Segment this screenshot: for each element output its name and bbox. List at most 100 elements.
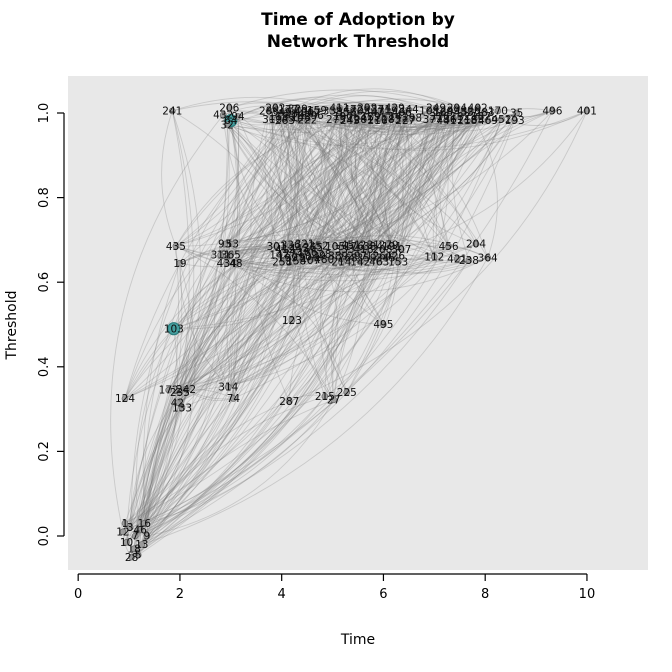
- edge: [226, 246, 322, 264]
- edge: [141, 244, 291, 545]
- edge: [291, 117, 435, 257]
- edge: [220, 107, 340, 256]
- node: [429, 116, 437, 123]
- node: [549, 107, 556, 115]
- node: [484, 117, 492, 124]
- edge: [179, 120, 378, 393]
- edge: [324, 261, 399, 397]
- edge: [310, 105, 440, 117]
- edge: [129, 120, 351, 528]
- edge: [372, 109, 413, 247]
- edge: [356, 117, 375, 250]
- edge: [346, 110, 430, 393]
- node: [397, 245, 405, 253]
- node: [460, 108, 468, 116]
- edge: [287, 109, 322, 255]
- edge: [181, 110, 451, 409]
- edge: [124, 119, 502, 399]
- node: [232, 259, 240, 267]
- edge: [146, 255, 377, 537]
- node: [432, 104, 440, 112]
- edge: [337, 109, 382, 257]
- edge: [397, 111, 485, 263]
- edge: [223, 110, 389, 133]
- edge: [312, 109, 410, 248]
- edge: [124, 120, 406, 399]
- node: [334, 252, 342, 260]
- edge: [134, 261, 342, 537]
- edge: [134, 120, 239, 537]
- node-label: 118: [269, 111, 289, 123]
- edge: [271, 119, 308, 257]
- edge: [141, 107, 396, 545]
- node: [288, 316, 296, 324]
- edge: [279, 107, 341, 256]
- edge: [237, 101, 440, 117]
- edge: [222, 114, 367, 258]
- node-label: 252: [374, 113, 394, 125]
- edge: [382, 110, 553, 250]
- edge: [226, 110, 389, 264]
- edge: [175, 119, 365, 247]
- node: [443, 117, 450, 124]
- edge: [345, 112, 390, 246]
- edge: [143, 116, 399, 524]
- edge: [287, 248, 345, 262]
- node-label: 364: [478, 252, 498, 264]
- edge: [350, 244, 384, 325]
- node: [370, 108, 378, 116]
- edge: [179, 120, 468, 264]
- edge: [179, 239, 348, 264]
- edge: [312, 110, 326, 248]
- edge: [227, 124, 364, 250]
- edge: [126, 108, 299, 543]
- edge: [179, 120, 351, 393]
- node-label: 402: [468, 103, 488, 115]
- node-label: 333: [335, 244, 355, 256]
- edge: [268, 110, 384, 325]
- edge: [366, 116, 393, 247]
- node-label: 3: [127, 522, 134, 534]
- node-label: 215: [315, 391, 335, 403]
- edge: [288, 118, 314, 248]
- node: [379, 245, 386, 253]
- edge: [300, 117, 374, 247]
- edge: [291, 119, 475, 321]
- edge: [293, 119, 392, 254]
- edge: [146, 116, 344, 537]
- node-label: 170: [488, 106, 508, 118]
- edge: [185, 119, 308, 390]
- edge: [131, 112, 403, 558]
- edge: [232, 112, 311, 399]
- plot-panel: [68, 76, 648, 570]
- node-label: 283: [475, 107, 495, 119]
- node: [484, 254, 492, 262]
- node-label: 434: [217, 258, 237, 270]
- edge: [294, 113, 346, 250]
- node: [300, 108, 308, 115]
- node: [425, 107, 433, 115]
- edge: [179, 119, 365, 393]
- node: [234, 113, 242, 120]
- edge: [353, 245, 402, 253]
- edge: [223, 114, 477, 245]
- edge: [312, 110, 451, 248]
- node-label: 367: [301, 108, 321, 120]
- edge: [141, 116, 441, 545]
- edge: [143, 110, 499, 524]
- edge: [228, 257, 368, 388]
- node-label: 202: [265, 103, 285, 115]
- edge: [284, 120, 399, 263]
- edge: [124, 116, 399, 524]
- node-label: 421: [447, 254, 467, 266]
- node: [285, 398, 293, 405]
- node-label: 466: [392, 107, 412, 119]
- node: [278, 108, 286, 116]
- edge: [175, 107, 340, 247]
- edge: [451, 107, 470, 261]
- edge: [168, 245, 449, 391]
- edge: [356, 117, 385, 257]
- node-label: 32: [221, 119, 234, 131]
- chart-title-line1: Time of Adoption by: [261, 10, 455, 30]
- edge: [124, 113, 296, 399]
